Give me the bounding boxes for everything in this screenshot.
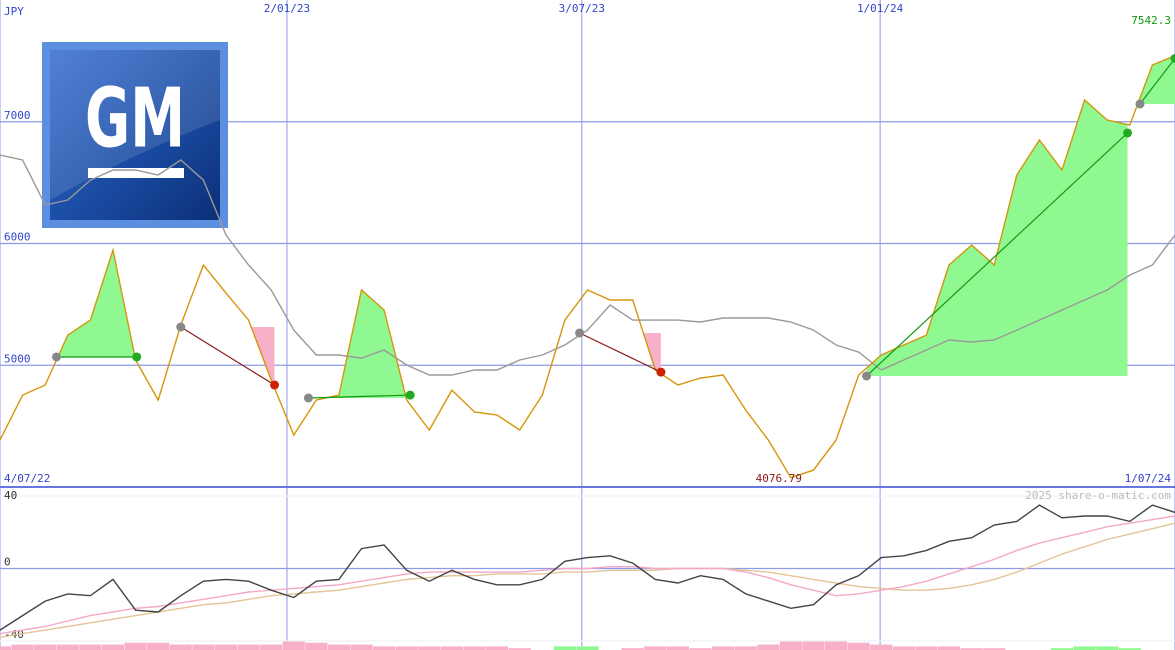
histogram-bar (214, 644, 238, 650)
histogram-bar (983, 648, 1006, 650)
series-line (0, 515, 1175, 635)
histogram-bar (915, 646, 938, 650)
histogram-bar (870, 644, 893, 650)
histogram-bar (847, 642, 870, 650)
histogram-bar (237, 644, 260, 650)
y-tick-label: 6000 (4, 231, 31, 244)
histogram-bar (373, 646, 396, 650)
last-value-label: 7542.3 (1131, 14, 1171, 27)
histogram-bar (192, 644, 215, 650)
histogram-bar (350, 644, 373, 650)
trend-start (51, 352, 61, 362)
histogram-bar (1118, 648, 1141, 650)
histogram-bar (260, 644, 283, 650)
histogram-bar (395, 646, 418, 650)
min-value-label: 4076.79 (756, 472, 802, 485)
histogram-bar (689, 648, 712, 650)
histogram-bar (486, 646, 509, 650)
histogram-bar (937, 646, 961, 650)
histogram-bar (0, 646, 12, 650)
histogram-bar (327, 644, 351, 650)
trend-fill (308, 290, 411, 399)
trend-line (180, 326, 275, 386)
y-tick-label: 7000 (4, 109, 31, 122)
logo-shine (50, 50, 220, 200)
histogram-bar (147, 642, 170, 650)
histogram-bar (418, 646, 441, 650)
series-line (0, 154, 1175, 376)
trend-fill (56, 250, 137, 357)
y-tick-label: 40 (4, 489, 17, 502)
trend-end (1170, 53, 1175, 63)
histogram-bar (779, 640, 802, 650)
histogram-bar (124, 642, 147, 650)
histogram-bar (101, 644, 125, 650)
histogram-bar (440, 646, 464, 650)
trend-end (270, 380, 280, 390)
x-tick-label: 2/01/23 (264, 2, 310, 15)
logo-text: GM (85, 71, 185, 166)
histogram-bar (11, 644, 34, 650)
histogram-bar (621, 648, 644, 650)
histogram-bar (666, 646, 689, 650)
histogram-bar (169, 644, 192, 650)
histogram-bar (34, 644, 57, 650)
histogram-bar (824, 640, 848, 650)
trend-end (656, 367, 666, 377)
y-tick-label: 0 (4, 556, 11, 569)
trend-start (303, 393, 313, 403)
series-line (0, 522, 1175, 638)
x-tick-label: 1/07/24 (1125, 472, 1172, 485)
trend-start (575, 328, 585, 338)
histogram-bar (644, 646, 667, 650)
trend-line (1139, 58, 1175, 105)
trend-end (405, 390, 415, 400)
histogram-bar (1050, 648, 1074, 650)
trend-line (579, 332, 662, 373)
histogram-bar (1096, 646, 1119, 650)
x-tick-label: 1/01/24 (857, 2, 904, 15)
logo: GM (42, 42, 228, 228)
trend-fill (866, 99, 1128, 376)
histogram-bar (282, 640, 305, 650)
logo-face (50, 50, 220, 220)
histogram-bar (508, 648, 531, 650)
histogram-bar (892, 646, 915, 650)
trend-line (308, 394, 411, 399)
trend-fill (579, 332, 661, 374)
histogram-bar (734, 646, 757, 650)
histogram-bar (711, 646, 735, 650)
y-tick-label: 5000 (4, 352, 31, 365)
trend-start (862, 371, 872, 381)
histogram-bar (305, 642, 328, 650)
trend-fill (180, 327, 275, 389)
trend-end (132, 352, 142, 362)
histogram-bar (553, 646, 576, 650)
histogram-bar (56, 644, 79, 650)
histogram-bar (1073, 646, 1096, 650)
trend-line (866, 132, 1128, 377)
histogram-bar (463, 646, 486, 650)
x-tick-label: 4/07/22 (4, 472, 50, 485)
histogram-bar (79, 644, 102, 650)
x-tick-label: 3/07/23 (559, 2, 605, 15)
histogram-bar (802, 640, 825, 650)
series-line (0, 504, 1175, 631)
trend-end (1123, 128, 1133, 138)
histogram-bar (576, 646, 599, 650)
series-line (0, 55, 1175, 479)
trend-start (1135, 99, 1145, 109)
histogram-bar (757, 644, 780, 650)
histogram-bar (960, 648, 983, 650)
logo-underline (88, 168, 184, 178)
trend-start (176, 322, 186, 332)
watermark: 2025 share-o-matic.com (1025, 489, 1171, 502)
y-axis-label: JPY (4, 5, 24, 18)
